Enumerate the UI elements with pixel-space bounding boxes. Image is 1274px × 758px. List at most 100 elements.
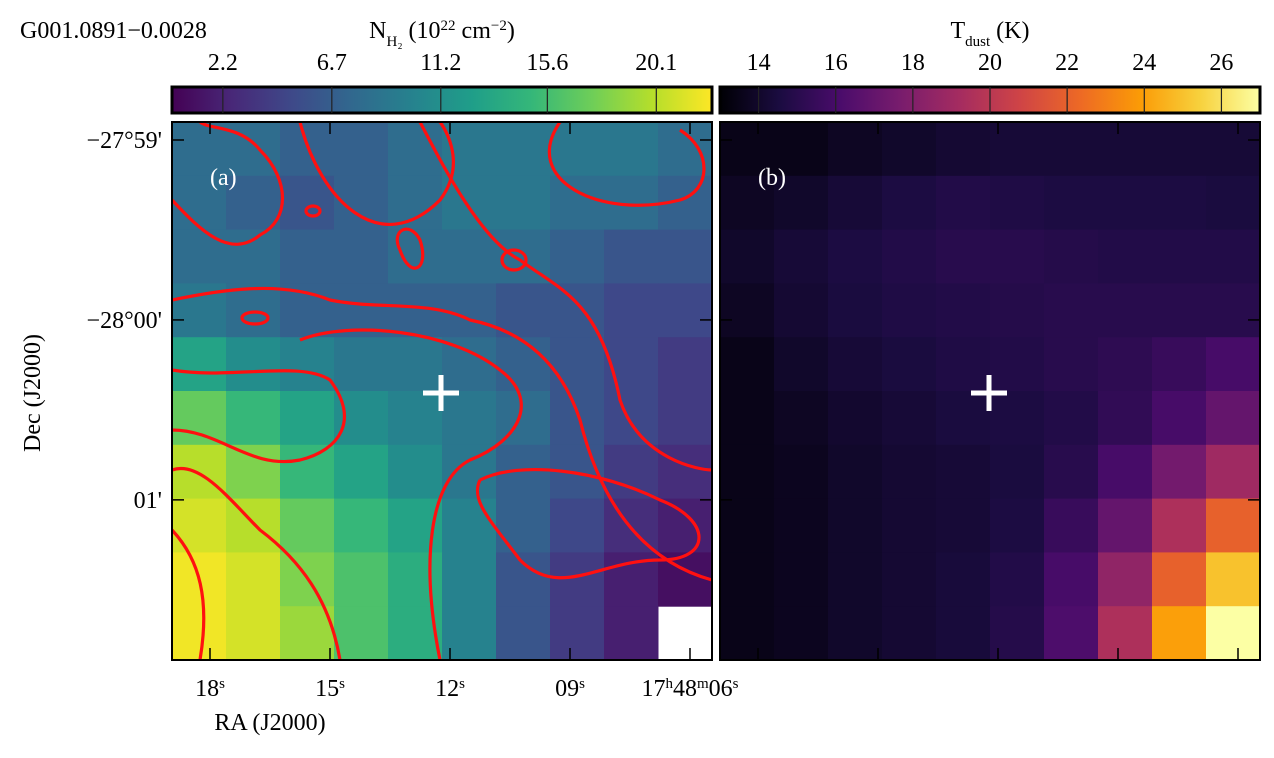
pixel [1206, 229, 1261, 284]
label-part: ) [507, 18, 515, 44]
pixel [496, 552, 551, 607]
label-part: s [219, 676, 225, 692]
pixel [226, 175, 281, 231]
label-part: N [369, 18, 386, 44]
x-tick-label: 15s [315, 676, 345, 702]
pixel [388, 391, 443, 446]
pixel [172, 175, 227, 231]
label-part: 12 [435, 676, 459, 702]
label-part: 22 [441, 18, 456, 34]
contour [395, 227, 425, 270]
label-part: cm [456, 18, 492, 44]
colorbar-tick-label: 20 [978, 50, 1002, 76]
pixel [1044, 122, 1099, 177]
pixel [442, 606, 497, 661]
y-tick-label: −27°59' [87, 128, 162, 154]
pixel [882, 283, 937, 338]
pixel [226, 391, 281, 446]
contour [172, 466, 342, 660]
pixel [720, 229, 775, 284]
x-tick-label: 18s [195, 676, 225, 702]
pixel [442, 283, 497, 338]
pixel [334, 498, 389, 553]
contour [172, 286, 712, 582]
x-axis-label: RA (J2000) [214, 710, 325, 736]
colorbar-tick-label: 24 [1132, 50, 1156, 76]
pixel [720, 283, 775, 338]
contour [475, 467, 701, 580]
pixel [828, 175, 883, 231]
pixel [658, 283, 713, 338]
pixel [1152, 337, 1207, 392]
pixel [774, 606, 829, 661]
pixel [936, 552, 991, 607]
pixel [496, 498, 551, 553]
panel-frame [719, 121, 1261, 661]
pixel [990, 498, 1045, 553]
label-part: 18 [195, 676, 219, 702]
source-markers [423, 375, 1007, 411]
pixel [774, 552, 829, 607]
pixel [882, 391, 937, 446]
pixel [172, 498, 227, 553]
image-layer [172, 122, 1261, 661]
pixel [334, 606, 389, 661]
pixel [882, 122, 937, 177]
pixel [774, 283, 829, 338]
pixel [1206, 498, 1261, 553]
pixel [172, 337, 227, 392]
pixel [604, 122, 659, 177]
colorbar-tick-label: 26 [1209, 50, 1233, 76]
label-part: −2 [491, 18, 507, 34]
pixel [720, 175, 775, 231]
pixel [990, 175, 1045, 231]
pixel [388, 444, 443, 500]
pixel [226, 498, 281, 553]
label-part: 48 [673, 676, 697, 702]
pixel [1206, 606, 1261, 661]
pixel [1044, 175, 1099, 231]
pixel [658, 391, 713, 446]
pixel [550, 552, 605, 607]
pixel [496, 175, 551, 231]
contour [240, 310, 270, 326]
label-part: H₂ [386, 34, 402, 50]
colorbar-tick-label: 15.6 [526, 50, 568, 76]
pixel [280, 391, 335, 446]
pixel [990, 606, 1045, 661]
pixel [1098, 391, 1153, 446]
pixel [442, 229, 497, 284]
y-axis-label: Dec (J2000) [20, 334, 46, 452]
pixel [226, 229, 281, 284]
pixel [990, 391, 1045, 446]
pixel [1152, 391, 1207, 446]
pixel [334, 337, 389, 392]
pixel [1098, 498, 1153, 553]
pixel [1044, 444, 1099, 500]
pixel [550, 391, 605, 446]
pixel [882, 175, 937, 231]
pixel [720, 391, 775, 446]
pixel [550, 122, 605, 177]
pixel [604, 283, 659, 338]
label-part: T [950, 18, 965, 44]
pixel [550, 337, 605, 392]
pixel [604, 606, 659, 661]
pixel [658, 498, 713, 553]
pixel [774, 444, 829, 500]
x-tick-label: 17h48m06s [641, 676, 738, 702]
y-tick-label: −28°00' [87, 308, 162, 334]
pixel [936, 175, 991, 231]
pixel [990, 283, 1045, 338]
pixel [226, 444, 281, 500]
pixel [828, 444, 883, 500]
pixel [226, 552, 281, 607]
pixel [1152, 444, 1207, 500]
label-part: (10 [403, 18, 441, 44]
pixel [280, 606, 335, 661]
pixel [496, 337, 551, 392]
pixel [774, 498, 829, 553]
